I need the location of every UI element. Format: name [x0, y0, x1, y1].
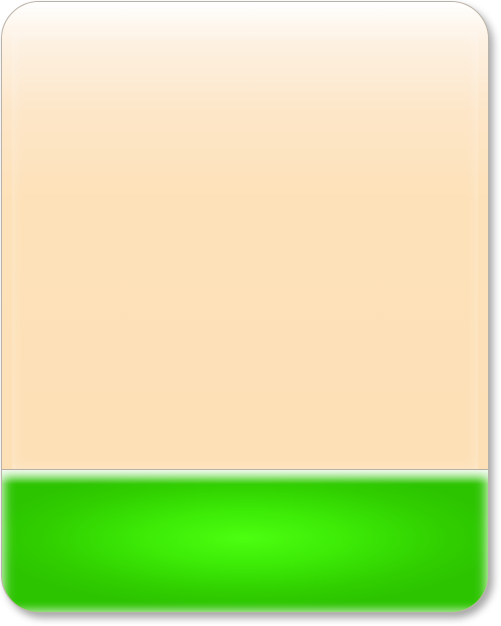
panel-card [1, 1, 489, 613]
panel-body [2, 2, 488, 470]
panel-divider [2, 469, 488, 470]
panel-footer-bar [2, 470, 488, 612]
